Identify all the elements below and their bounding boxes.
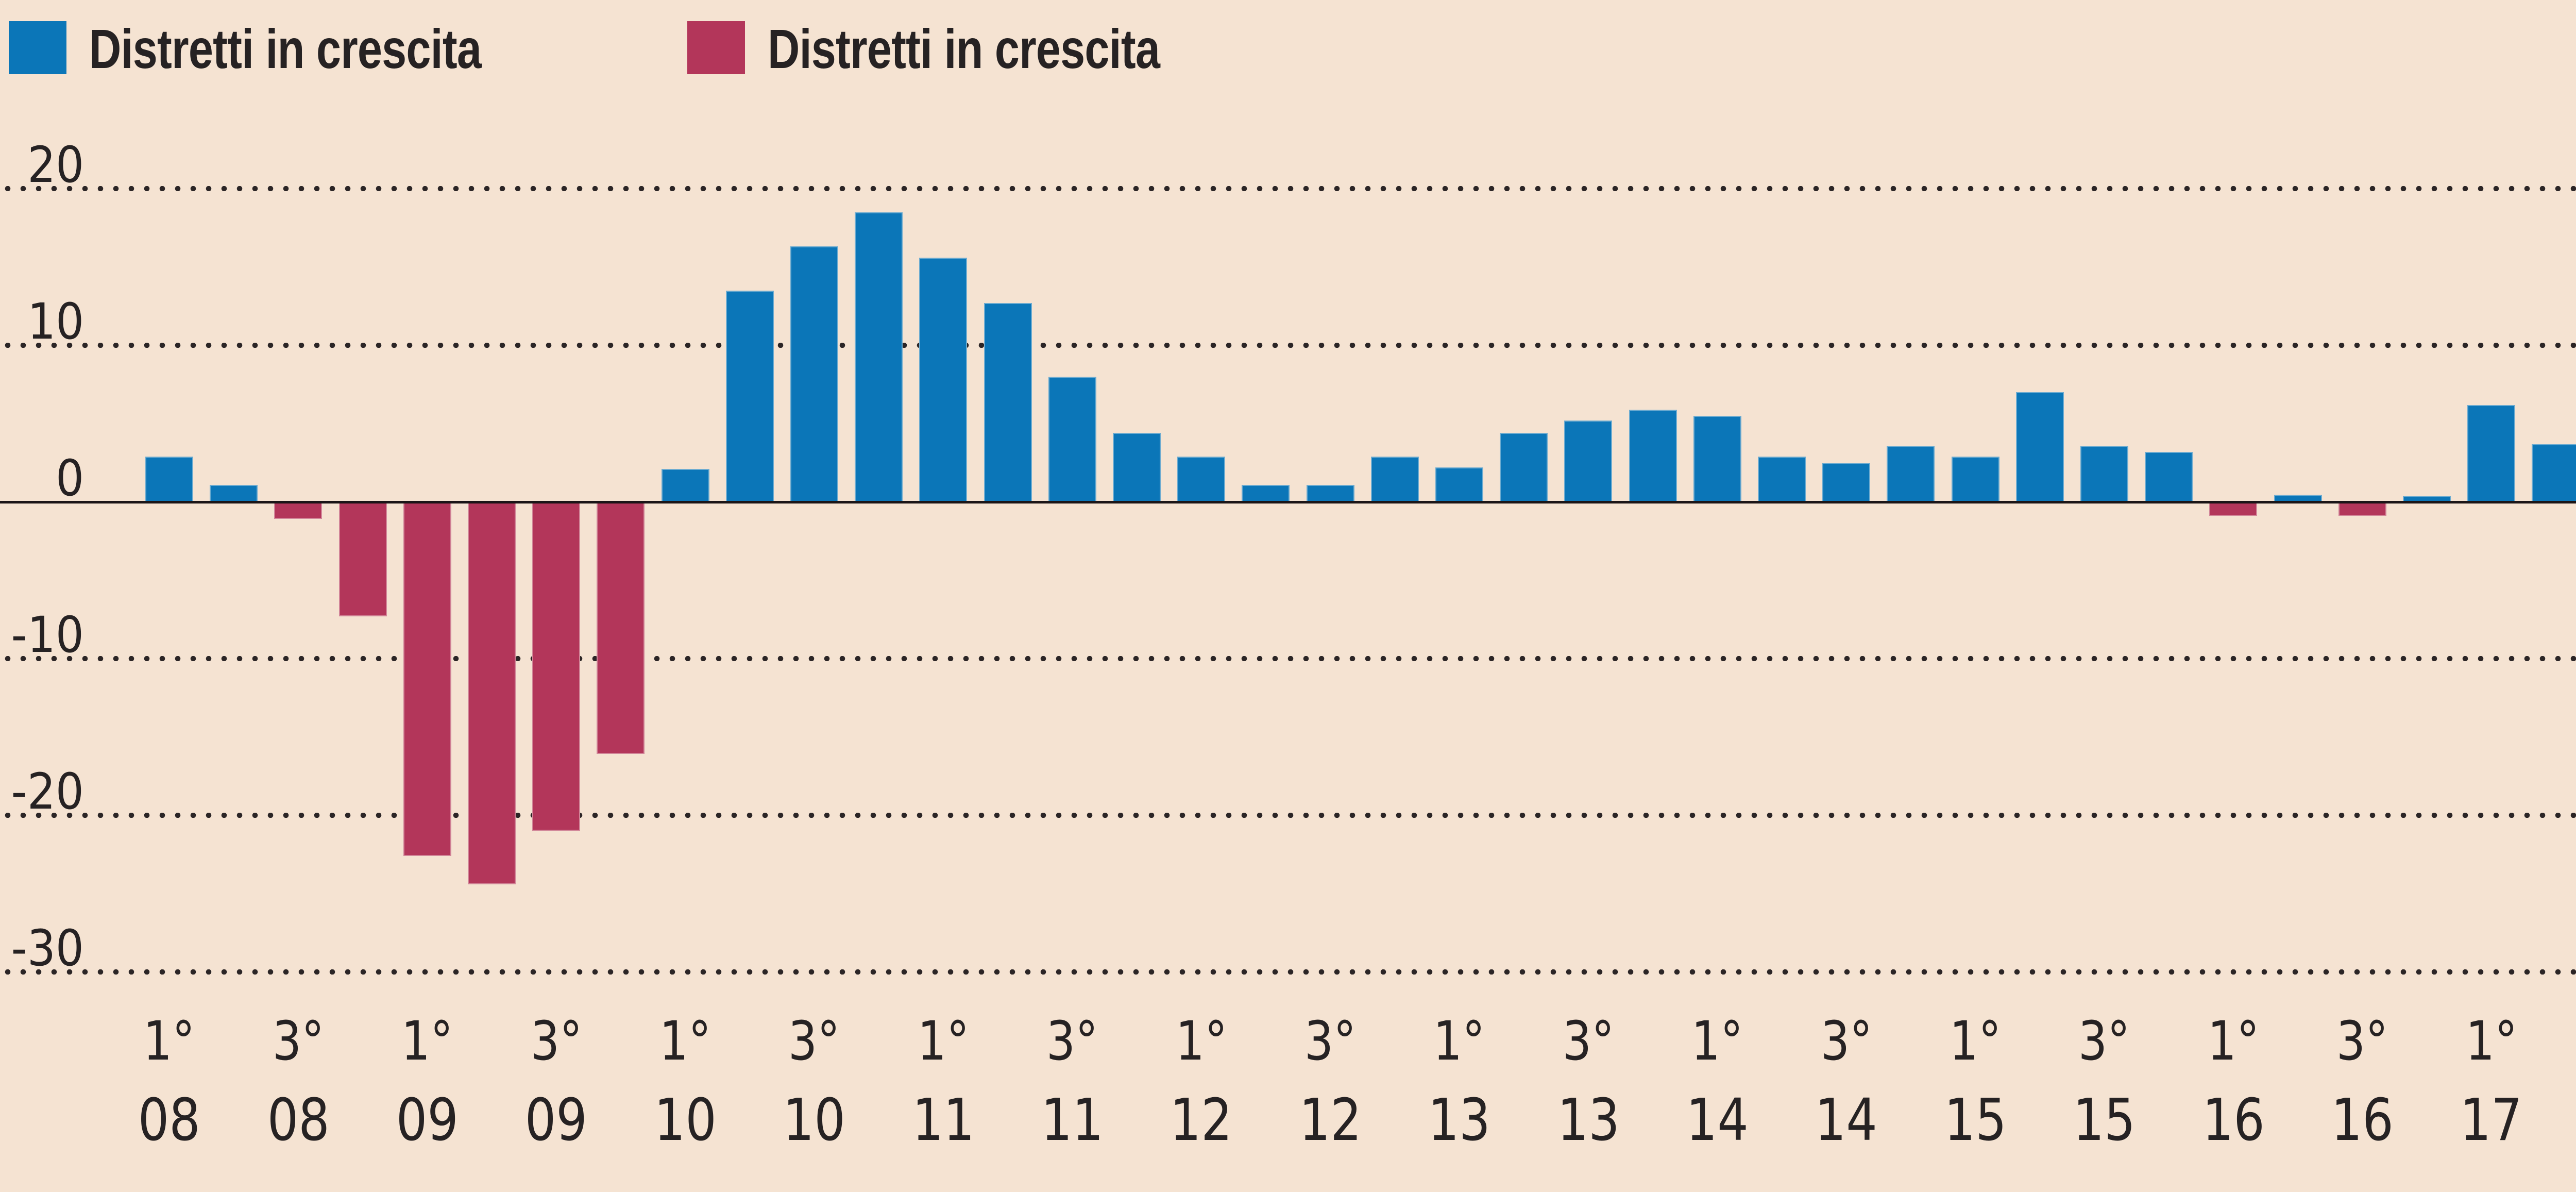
legend-swatch-blue: [9, 21, 66, 74]
bar-1°-16: [2209, 502, 2258, 516]
bar-3°-12: [1306, 484, 1354, 502]
x-tick-year-label: 10: [654, 1087, 717, 1154]
bar-1°-11: [919, 257, 968, 502]
x-tick-year-label: 11: [912, 1087, 975, 1154]
legend-item-growing-districts: Distretti in crescita: [9, 17, 579, 80]
x-tick-year-label: 12: [1299, 1087, 1362, 1154]
bar-2°-13: [1500, 433, 1548, 502]
bar-1°-15: [1951, 456, 1999, 502]
bar-4°-09: [597, 502, 645, 754]
zero-axis-line: [0, 500, 2576, 503]
bar-2°-10: [725, 290, 774, 502]
bar-2°-17: [2532, 444, 2576, 502]
x-tick-year-label: 16: [2331, 1087, 2394, 1154]
bar-4°-11: [1113, 433, 1161, 502]
gridline-20: [0, 186, 2576, 191]
x-tick-year-label: 17: [2460, 1087, 2523, 1154]
bar-2°-08: [210, 484, 258, 502]
gridline--20: [0, 813, 2576, 818]
y-axis-tick-label: 10: [27, 293, 84, 350]
bar-4°-12: [1370, 456, 1419, 502]
bar-3°-10: [790, 246, 838, 502]
x-tick-quarter-label: 3°: [1304, 1010, 1357, 1072]
bar-3°-11: [1048, 376, 1096, 502]
x-tick-year-label: 14: [1686, 1087, 1749, 1154]
x-tick-quarter-label: 3°: [1820, 1010, 1872, 1072]
bar-4°-08: [338, 502, 387, 616]
legend-label: Distretti in crescita: [89, 17, 482, 80]
bar-1°-17: [2467, 405, 2516, 502]
y-axis-tick-label: 20: [27, 136, 84, 194]
gridline-10: [0, 343, 2576, 348]
y-axis-tick-label: -30: [11, 919, 84, 977]
legend-item-declining-districts: Distretti in crescita: [687, 17, 1258, 80]
x-tick-quarter-label: 3°: [530, 1010, 582, 1072]
x-tick-quarter-label: 1°: [1175, 1010, 1227, 1072]
x-tick-quarter-label: 1°: [2465, 1010, 2517, 1072]
x-tick-quarter-label: 1°: [143, 1010, 195, 1072]
y-axis-tick-label: 0: [56, 449, 84, 507]
legend-swatch-red: [687, 21, 745, 74]
x-tick-year-label: 13: [1557, 1087, 1620, 1154]
x-tick-quarter-label: 3°: [272, 1010, 325, 1072]
x-tick-year-label: 10: [783, 1087, 846, 1154]
x-tick-quarter-label: 3°: [2336, 1010, 2388, 1072]
bar-1°-08: [145, 456, 193, 502]
x-tick-year-label: 11: [1041, 1087, 1104, 1154]
bar-3°-13: [1564, 420, 1613, 502]
bar-1°-14: [1693, 415, 1741, 502]
x-tick-year-label: 15: [2073, 1087, 2136, 1154]
x-tick-quarter-label: 3°: [1046, 1010, 1098, 1072]
bar-1°-09: [403, 502, 451, 857]
bar-1°-13: [1435, 467, 1483, 502]
x-tick-quarter-label: 3°: [788, 1010, 840, 1072]
bar-2°-14: [1758, 456, 1806, 502]
gridline--10: [0, 656, 2576, 661]
bar-2°-15: [2015, 392, 2064, 502]
bar-3°-14: [1822, 463, 1871, 502]
bar-3°-09: [532, 502, 581, 831]
bar-3°-15: [2080, 445, 2128, 502]
x-tick-quarter-label: 1°: [1949, 1010, 2002, 1072]
x-tick-quarter-label: 1°: [401, 1010, 453, 1072]
bar-1°-10: [661, 469, 709, 502]
x-tick-quarter-label: 1°: [659, 1010, 711, 1072]
x-tick-quarter-label: 3°: [2543, 1014, 2576, 1068]
y-axis-tick-label: -20: [11, 763, 84, 820]
x-tick-year-label: 13: [1428, 1087, 1491, 1154]
x-tick-year-label: 15: [1944, 1087, 2007, 1154]
bar-value-annotation: 6,6: [2543, 367, 2576, 421]
x-tick-quarter-label: 1°: [917, 1010, 970, 1072]
y-axis-tick-label: -10: [11, 606, 84, 664]
x-tick-quarter-label: 1°: [1433, 1010, 1485, 1072]
bar-4°-14: [1887, 445, 1935, 502]
gridline--30: [0, 969, 2576, 975]
x-tick-quarter-label: 1°: [2207, 1010, 2260, 1072]
x-tick-year-label: 08: [267, 1087, 330, 1154]
x-tick-year-label: 09: [396, 1087, 459, 1154]
x-tick-year-label: 14: [1815, 1087, 1878, 1154]
x-tick-quarter-label: 3°: [1562, 1010, 1615, 1072]
x-tick-year-label: 08: [138, 1087, 201, 1154]
x-tick-year-label: 12: [1170, 1087, 1233, 1154]
bar-3°-08: [274, 502, 323, 519]
x-tick-year-label: 17: [2543, 1092, 2576, 1149]
x-tick-quarter-label: 1°: [1691, 1010, 1743, 1072]
bar-3°-16: [2338, 502, 2386, 516]
legend-label: Distretti in crescita: [768, 17, 1160, 80]
x-tick-year-label: 16: [2202, 1087, 2265, 1154]
bar-2°-12: [1242, 484, 1290, 502]
bar-2°-11: [984, 303, 1032, 502]
bar-4°-15: [2145, 451, 2193, 502]
bar-2°-09: [468, 502, 516, 884]
x-tick-quarter-label: 3°: [2078, 1010, 2130, 1072]
bar-1°-12: [1177, 456, 1226, 502]
x-tick-year-label: 09: [525, 1087, 588, 1154]
bar-4°-10: [855, 212, 903, 502]
bar-4°-13: [1629, 409, 1677, 502]
